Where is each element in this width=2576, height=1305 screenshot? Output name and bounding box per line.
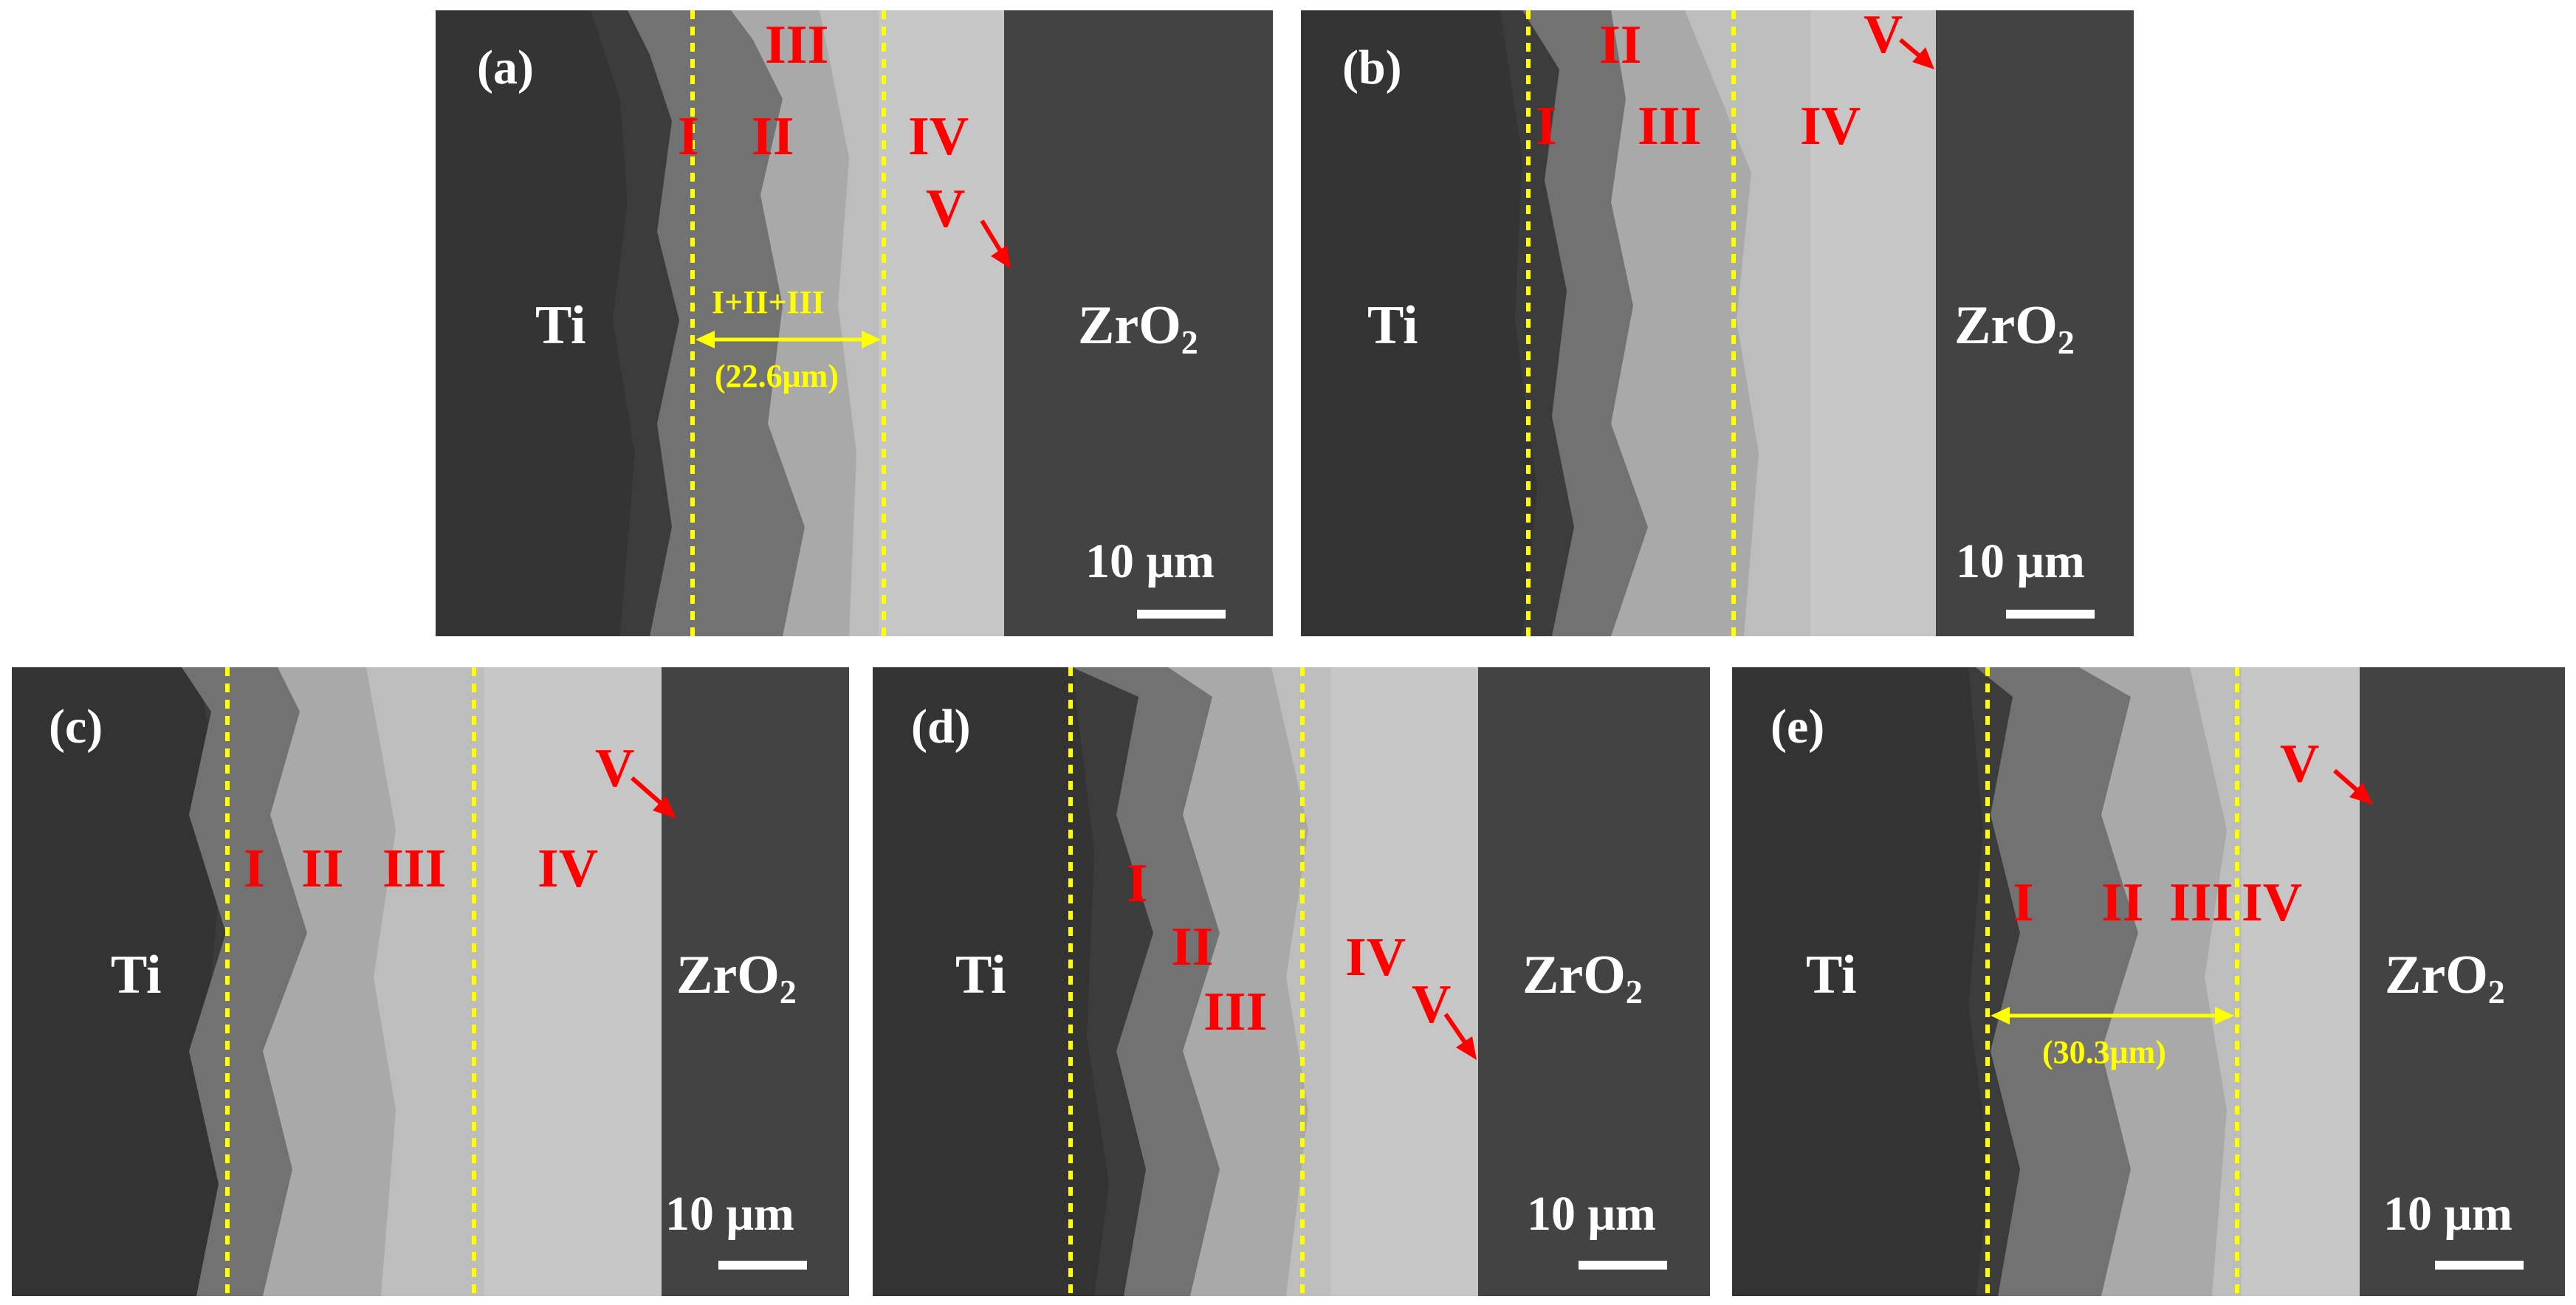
scale-label: 10 μm (1956, 534, 2085, 588)
zone-label: IV (908, 106, 969, 167)
scale-label: 10 μm (665, 1187, 794, 1241)
zone-label: III (1638, 96, 1702, 156)
panel-c-image (12, 667, 849, 1296)
panel-label: (a) (477, 41, 534, 94)
zro2-label: ZrO2 (1078, 295, 1198, 361)
ti-label: Ti (111, 945, 162, 1005)
zro2-label: ZrO2 (2385, 945, 2505, 1010)
micrograph-panel-c: (c) Ti ZrO2 I II III IV V 10 μm (12, 667, 849, 1296)
zone-label: I (1536, 96, 1557, 156)
zone-label: III (1203, 982, 1268, 1042)
zone-label: IV (1800, 96, 1861, 156)
zone-label: III (382, 839, 447, 899)
micrograph-panel-b: (b) Ti ZrO2 I II III IV V 10 μm (1301, 10, 2134, 636)
scale-bar (718, 1261, 807, 1270)
panel-label: (d) (911, 700, 971, 754)
micrograph-panel-a: (a) Ti ZrO2 I II III IV V I+II+III (22.6… (436, 10, 1273, 636)
zone-label: V (1412, 974, 1452, 1035)
scale-label: 10 μm (2383, 1187, 2513, 1241)
zone-label: V (926, 179, 966, 239)
micrograph-panel-e: (e) Ti ZrO2 I II III IV V (30.3μm) 10 μm (1732, 667, 2565, 1296)
measure-value: (30.3μm) (2042, 1034, 2166, 1070)
zro2-label: ZrO2 (1522, 945, 1643, 1010)
zone-label: II (752, 106, 794, 167)
scale-bar (2006, 610, 2095, 619)
scale-bar (1579, 1261, 1667, 1270)
zone-label: V (595, 738, 635, 799)
micrograph-panel-d: (d) Ti ZrO2 I II III IV V 10 μm (873, 667, 1710, 1296)
ti-label: Ti (955, 945, 1006, 1005)
zone-label: I (678, 106, 699, 167)
panel-e-image (1732, 667, 2565, 1296)
zone-label: IV (537, 839, 599, 899)
measure-label: I+II+III (712, 284, 825, 320)
panel-d-image (873, 667, 1710, 1296)
zro2-label: ZrO2 (1954, 295, 2075, 361)
zone-label: II (1171, 917, 1214, 977)
zone-label: I (1127, 853, 1148, 914)
scale-bar (1137, 610, 1226, 619)
ti-label: Ti (1806, 945, 1857, 1005)
panel-label: (e) (1770, 700, 1825, 754)
zone-label: V (1864, 10, 1903, 65)
panel-label: (c) (49, 700, 103, 754)
scale-label: 10 μm (1527, 1187, 1656, 1241)
zone-label: II (301, 839, 344, 899)
ti-label: Ti (1367, 295, 1418, 356)
panel-label: (b) (1342, 41, 1402, 94)
zone-label: III (2169, 872, 2233, 933)
zone-label: II (1599, 15, 1642, 75)
zone-label: I (244, 839, 265, 899)
zone-label: IV (2242, 872, 2303, 933)
ti-label: Ti (535, 295, 586, 356)
panel-b-image (1301, 10, 2134, 636)
zone-label: I (2013, 872, 2034, 933)
scale-label: 10 μm (1085, 534, 1215, 588)
zone-label: IV (1345, 927, 1407, 988)
zro2-label: ZrO2 (676, 945, 797, 1010)
zone-label: III (765, 15, 829, 75)
zone-label: V (2280, 734, 2320, 794)
measure-value: (22.6μm) (715, 358, 839, 394)
zone-label: II (2101, 872, 2144, 933)
scale-bar (2435, 1261, 2524, 1270)
